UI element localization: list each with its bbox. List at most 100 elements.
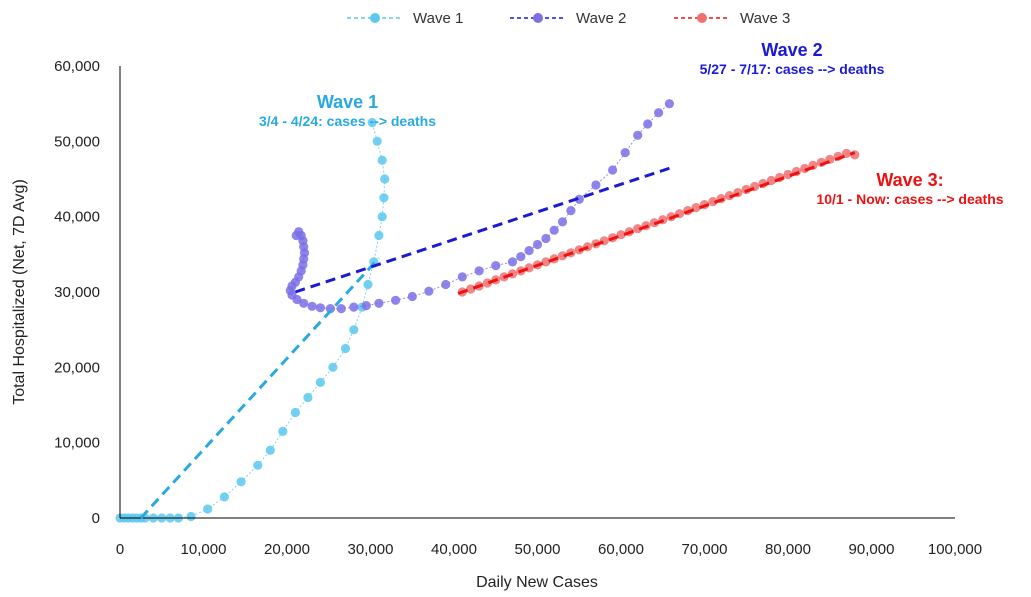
legend: Wave 1 Wave 2 Wave 3 <box>0 4 1031 32</box>
data-point-wave-1 <box>236 477 246 487</box>
data-point-wave-3 <box>708 197 718 207</box>
data-point-wave-1 <box>374 230 384 241</box>
trend-line-wave-1 <box>139 257 380 520</box>
x-tick-label: 70,000 <box>682 541 728 558</box>
data-point-wave-1 <box>377 155 387 165</box>
data-point-wave-2 <box>491 261 501 271</box>
data-point-wave-2 <box>557 217 568 227</box>
data-point-wave-2 <box>532 239 543 250</box>
data-point-wave-3 <box>633 224 643 234</box>
annotation-wave-3: Wave 3: 10/1 - Now: cases --> deaths <box>794 170 1026 207</box>
data-point-wave-3 <box>691 203 701 213</box>
data-point-wave-2 <box>474 266 484 276</box>
x-tick-label: 20,000 <box>264 541 310 558</box>
data-point-wave-2 <box>566 206 576 216</box>
y-tick-label: 60,000 <box>54 58 100 75</box>
axes <box>119 66 955 519</box>
legend-marker-wave-1 <box>347 13 403 23</box>
data-point-wave-1 <box>303 392 313 403</box>
data-point-wave-1 <box>363 279 373 290</box>
data-point-wave-2 <box>457 272 467 282</box>
data-point-wave-2 <box>664 99 675 109</box>
x-tick-label: 30,000 <box>348 541 394 558</box>
y-tick-label: 10,000 <box>54 435 100 452</box>
trend-line-wave-2 <box>294 166 672 294</box>
annotation-wave-3-subtitle: 10/1 - Now: cases --> deaths <box>816 191 1004 207</box>
y-tick-label: 20,000 <box>54 359 100 376</box>
data-point-wave-1 <box>380 174 390 184</box>
data-point-wave-2 <box>643 119 653 129</box>
data-point-wave-3 <box>616 230 626 240</box>
data-point-wave-2 <box>574 194 584 204</box>
annotation-wave-2: Wave 2 5/27 - 7/17: cases --> deaths <box>672 40 912 77</box>
data-point-wave-2 <box>608 165 618 175</box>
data-point-wave-2 <box>361 301 371 311</box>
data-point-wave-1 <box>290 407 300 418</box>
data-point-wave-2 <box>349 302 359 312</box>
data-point-wave-2 <box>507 257 518 267</box>
legend-marker-wave-2 <box>510 13 566 23</box>
data-point-wave-1 <box>203 504 213 514</box>
data-point-wave-3 <box>541 257 551 267</box>
data-point-wave-1 <box>253 460 263 470</box>
x-tick-label: 0 <box>116 541 124 558</box>
legend-label-wave-3: Wave 3 <box>740 9 791 27</box>
y-tick-label: 30,000 <box>54 284 100 301</box>
data-point-wave-1 <box>265 445 275 455</box>
series-connector-wave-1 <box>120 122 386 519</box>
x-tick-label: 100,000 <box>928 541 982 558</box>
y-axis-label: Total Hospitalized (Net, 7D Avg) <box>11 179 28 405</box>
data-point-wave-2 <box>654 108 664 118</box>
data-point-wave-2 <box>549 225 559 235</box>
data-point-wave-1 <box>219 492 229 502</box>
annotation-wave-2-subtitle: 5/27 - 7/17: cases --> deaths <box>699 61 885 77</box>
data-point-wave-1 <box>340 343 351 354</box>
annotation-wave-2-title: Wave 2 <box>761 40 823 60</box>
x-tick-label: 40,000 <box>431 541 477 558</box>
data-point-wave-2 <box>391 295 401 305</box>
y-tick-label: 40,000 <box>54 209 100 226</box>
data-point-wave-2 <box>292 294 302 305</box>
annotation-wave-3-title: Wave 3: <box>876 170 944 190</box>
data-point-wave-2 <box>591 180 601 190</box>
data-point-wave-2 <box>516 252 526 262</box>
data-point-wave-1 <box>377 212 387 222</box>
data-point-wave-2 <box>541 233 551 244</box>
y-tick-label: 50,000 <box>54 133 100 150</box>
series-connector-wave-2 <box>289 103 670 310</box>
x-axis-label: Daily New Cases <box>476 574 598 591</box>
legend-item-wave-3: Wave 3 <box>672 4 790 32</box>
data-point-wave-2 <box>407 291 417 302</box>
data-point-wave-2 <box>299 298 309 308</box>
annotation-wave-1-subtitle: 3/4 - 4/24: cases --> deaths <box>258 113 437 129</box>
x-tick-label: 50,000 <box>515 541 561 558</box>
data-point-wave-2 <box>374 298 384 308</box>
data-point-wave-1 <box>372 136 382 146</box>
data-point-wave-1 <box>367 117 377 128</box>
trend-line-wave-3 <box>457 151 856 295</box>
data-point-wave-2 <box>620 148 630 158</box>
legend-item-wave-1: Wave 1 <box>345 4 463 32</box>
data-point-wave-3 <box>557 251 568 261</box>
tick-labels: 0 10,000 20,000 30,000 40,000 50,000 60,000 70,… <box>54 58 982 558</box>
annotation-wave-1: Wave 1 3/4 - 4/24: cases --> deaths <box>240 92 455 129</box>
x-tick-label: 10,000 <box>181 541 227 558</box>
data-point-wave-2 <box>307 301 317 311</box>
data-point-wave-1 <box>186 511 196 522</box>
x-tick-label: 90,000 <box>849 541 895 558</box>
data-point-wave-1 <box>379 193 389 203</box>
data-point-wave-1 <box>328 362 338 372</box>
x-tick-label: 60,000 <box>598 541 644 558</box>
data-points <box>115 99 860 523</box>
data-point-wave-2 <box>336 304 346 314</box>
data-point-wave-2 <box>633 130 643 140</box>
data-point-wave-2 <box>441 279 451 290</box>
data-point-wave-1 <box>315 377 325 387</box>
legend-label-wave-1: Wave 1 <box>413 9 464 27</box>
data-point-wave-1 <box>349 325 359 335</box>
data-point-wave-2 <box>524 246 534 256</box>
y-tick-label: 0 <box>92 510 100 527</box>
data-point-wave-2 <box>424 286 434 296</box>
legend-item-wave-2: Wave 2 <box>508 4 626 32</box>
